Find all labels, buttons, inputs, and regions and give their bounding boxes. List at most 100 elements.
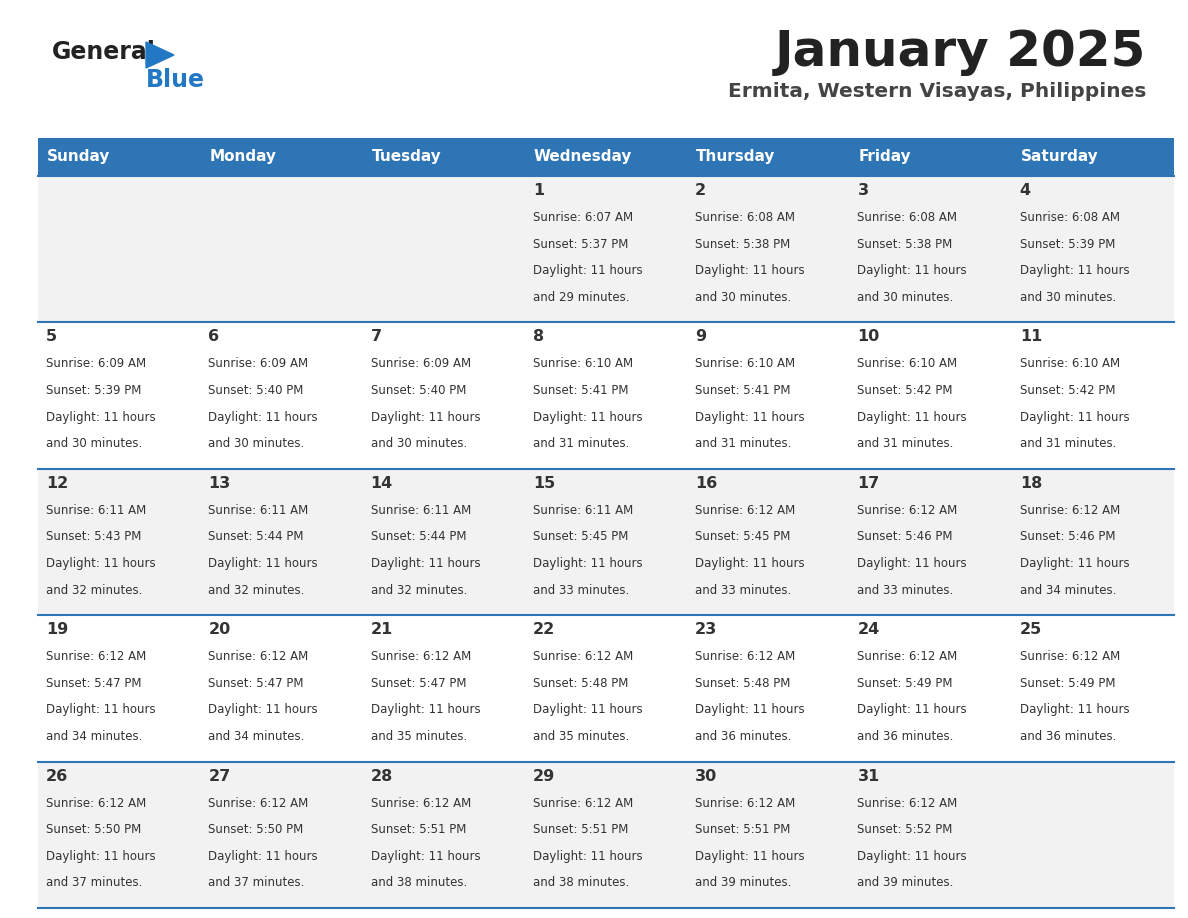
Text: Daylight: 11 hours: Daylight: 11 hours [858, 703, 967, 716]
Text: Daylight: 11 hours: Daylight: 11 hours [371, 703, 480, 716]
Text: 6: 6 [208, 330, 220, 344]
Text: Friday: Friday [859, 150, 911, 164]
Text: and 30 minutes.: and 30 minutes. [371, 437, 467, 450]
Text: Daylight: 11 hours: Daylight: 11 hours [695, 264, 804, 277]
Text: Daylight: 11 hours: Daylight: 11 hours [695, 850, 804, 863]
Bar [38, 469, 1174, 615]
Text: and 33 minutes.: and 33 minutes. [695, 584, 791, 597]
Text: Sunset: 5:40 PM: Sunset: 5:40 PM [371, 384, 466, 397]
Text: Sunset: 5:39 PM: Sunset: 5:39 PM [1019, 238, 1116, 251]
Bar [362, 138, 525, 176]
Text: and 31 minutes.: and 31 minutes. [695, 437, 791, 450]
Bar [1012, 138, 1174, 176]
Text: Sunset: 5:37 PM: Sunset: 5:37 PM [533, 238, 628, 251]
Text: and 31 minutes.: and 31 minutes. [858, 437, 954, 450]
Text: Daylight: 11 hours: Daylight: 11 hours [695, 557, 804, 570]
Text: Sunset: 5:47 PM: Sunset: 5:47 PM [371, 677, 466, 689]
Text: Sunrise: 6:12 AM: Sunrise: 6:12 AM [695, 650, 796, 663]
Bar [38, 322, 1174, 469]
Text: Sunrise: 6:09 AM: Sunrise: 6:09 AM [371, 357, 470, 370]
Text: Daylight: 11 hours: Daylight: 11 hours [1019, 264, 1130, 277]
Text: 8: 8 [533, 330, 544, 344]
Text: Sunrise: 6:10 AM: Sunrise: 6:10 AM [533, 357, 633, 370]
Text: Sunset: 5:47 PM: Sunset: 5:47 PM [208, 677, 304, 689]
Text: Sunrise: 6:12 AM: Sunrise: 6:12 AM [46, 797, 146, 810]
Text: Sunrise: 6:12 AM: Sunrise: 6:12 AM [695, 504, 796, 517]
Text: Daylight: 11 hours: Daylight: 11 hours [371, 410, 480, 423]
Text: Sunset: 5:46 PM: Sunset: 5:46 PM [1019, 531, 1116, 543]
Text: Sunrise: 6:12 AM: Sunrise: 6:12 AM [533, 650, 633, 663]
Text: Sunset: 5:50 PM: Sunset: 5:50 PM [208, 823, 304, 836]
Text: 16: 16 [695, 476, 718, 491]
Text: Sunset: 5:49 PM: Sunset: 5:49 PM [1019, 677, 1116, 689]
Text: Sunrise: 6:12 AM: Sunrise: 6:12 AM [371, 650, 470, 663]
Text: Sunrise: 6:08 AM: Sunrise: 6:08 AM [858, 211, 958, 224]
Text: Sunday: Sunday [48, 150, 110, 164]
Text: 31: 31 [858, 768, 879, 784]
Text: Daylight: 11 hours: Daylight: 11 hours [1019, 557, 1130, 570]
Text: Sunrise: 6:12 AM: Sunrise: 6:12 AM [371, 797, 470, 810]
Text: 21: 21 [371, 622, 393, 637]
Text: Sunset: 5:51 PM: Sunset: 5:51 PM [695, 823, 790, 836]
Text: 7: 7 [371, 330, 381, 344]
Text: Sunrise: 6:12 AM: Sunrise: 6:12 AM [208, 797, 309, 810]
Text: and 29 minutes.: and 29 minutes. [533, 291, 630, 304]
Text: Sunset: 5:42 PM: Sunset: 5:42 PM [858, 384, 953, 397]
Text: Sunset: 5:51 PM: Sunset: 5:51 PM [533, 823, 628, 836]
Text: Daylight: 11 hours: Daylight: 11 hours [208, 703, 318, 716]
Text: Sunrise: 6:10 AM: Sunrise: 6:10 AM [1019, 357, 1120, 370]
Text: and 30 minutes.: and 30 minutes. [1019, 291, 1116, 304]
Text: Sunrise: 6:11 AM: Sunrise: 6:11 AM [371, 504, 470, 517]
Text: 2: 2 [695, 183, 707, 198]
Text: Sunrise: 6:12 AM: Sunrise: 6:12 AM [1019, 650, 1120, 663]
Text: Sunrise: 6:11 AM: Sunrise: 6:11 AM [208, 504, 309, 517]
Text: Saturday: Saturday [1020, 150, 1099, 164]
Text: Monday: Monday [209, 150, 277, 164]
Text: Sunset: 5:45 PM: Sunset: 5:45 PM [533, 531, 628, 543]
Text: Daylight: 11 hours: Daylight: 11 hours [533, 410, 643, 423]
Text: Ermita, Western Visayas, Philippines: Ermita, Western Visayas, Philippines [727, 82, 1146, 101]
Text: 24: 24 [858, 622, 879, 637]
Text: 22: 22 [533, 622, 555, 637]
Text: 12: 12 [46, 476, 68, 491]
Text: Sunset: 5:48 PM: Sunset: 5:48 PM [533, 677, 628, 689]
Bar [38, 176, 1174, 322]
Text: 25: 25 [1019, 622, 1042, 637]
Text: Sunset: 5:39 PM: Sunset: 5:39 PM [46, 384, 141, 397]
Text: Sunrise: 6:12 AM: Sunrise: 6:12 AM [858, 797, 958, 810]
Text: and 32 minutes.: and 32 minutes. [371, 584, 467, 597]
Text: Sunset: 5:41 PM: Sunset: 5:41 PM [695, 384, 791, 397]
Bar [849, 138, 1012, 176]
Bar [38, 762, 1174, 908]
Text: Sunrise: 6:11 AM: Sunrise: 6:11 AM [533, 504, 633, 517]
Text: and 30 minutes.: and 30 minutes. [208, 437, 304, 450]
Text: Sunset: 5:43 PM: Sunset: 5:43 PM [46, 531, 141, 543]
Text: Sunrise: 6:11 AM: Sunrise: 6:11 AM [46, 504, 146, 517]
Text: Daylight: 11 hours: Daylight: 11 hours [858, 850, 967, 863]
Text: 19: 19 [46, 622, 68, 637]
Text: and 36 minutes.: and 36 minutes. [858, 730, 954, 743]
Text: Sunrise: 6:12 AM: Sunrise: 6:12 AM [46, 650, 146, 663]
Text: Daylight: 11 hours: Daylight: 11 hours [858, 557, 967, 570]
Text: and 39 minutes.: and 39 minutes. [695, 877, 791, 890]
Text: Daylight: 11 hours: Daylight: 11 hours [208, 410, 318, 423]
Text: Sunrise: 6:12 AM: Sunrise: 6:12 AM [695, 797, 796, 810]
Text: 18: 18 [1019, 476, 1042, 491]
Text: and 38 minutes.: and 38 minutes. [533, 877, 630, 890]
Text: and 33 minutes.: and 33 minutes. [858, 584, 954, 597]
Text: Sunset: 5:44 PM: Sunset: 5:44 PM [371, 531, 466, 543]
Text: 17: 17 [858, 476, 879, 491]
Text: Daylight: 11 hours: Daylight: 11 hours [208, 557, 318, 570]
Text: 1: 1 [533, 183, 544, 198]
Text: Sunset: 5:50 PM: Sunset: 5:50 PM [46, 823, 141, 836]
Text: Daylight: 11 hours: Daylight: 11 hours [46, 850, 156, 863]
Text: and 35 minutes.: and 35 minutes. [371, 730, 467, 743]
Text: Wednesday: Wednesday [533, 150, 632, 164]
Text: 20: 20 [208, 622, 230, 637]
Text: 10: 10 [858, 330, 879, 344]
Text: and 30 minutes.: and 30 minutes. [695, 291, 791, 304]
Text: Daylight: 11 hours: Daylight: 11 hours [371, 557, 480, 570]
Text: Sunset: 5:40 PM: Sunset: 5:40 PM [208, 384, 304, 397]
Text: 4: 4 [1019, 183, 1031, 198]
Text: 26: 26 [46, 768, 68, 784]
